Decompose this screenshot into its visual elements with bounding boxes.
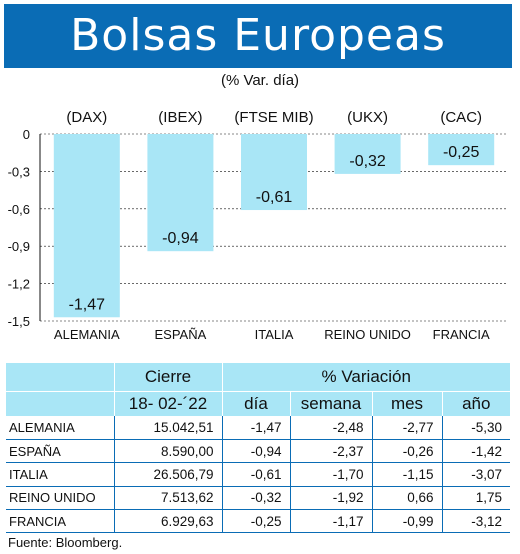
- table-row: ALEMANIA 15.042,51 -1,47 -2,48 -2,77 -5,…: [6, 416, 510, 440]
- header-ano: año: [441, 390, 510, 416]
- bar-chart: 0 -0,3 -0,6 -0,9 -1,2 -1,5 -1,47 (DAX) ALEMANIA -…: [8, 109, 508, 342]
- row-mes: -0,26: [371, 439, 442, 464]
- x-tick-label: ALEMANIA: [54, 327, 120, 342]
- header-variacion: % Variación: [221, 363, 510, 391]
- bar: [334, 134, 401, 174]
- x-tick-label: FRANCIA: [433, 327, 490, 342]
- table-row: ITALIA 26.506,79 -0,61 -1,70 -1,15 -3,07: [6, 462, 510, 487]
- row-cierre: 26.506,79: [113, 462, 222, 487]
- y-tick-label: -1,5: [8, 314, 30, 329]
- table-header-row-2: 18- 02-´22 día semana mes año: [6, 390, 510, 416]
- header-dia: día: [221, 390, 290, 416]
- row-ano: -3,12: [441, 509, 510, 534]
- y-tick-label: -0,3: [8, 164, 30, 179]
- row-dia: -0,25: [221, 509, 290, 534]
- y-tick-label: 0: [23, 127, 30, 142]
- row-ano: -5,30: [441, 416, 510, 440]
- header-mes: mes: [371, 390, 442, 416]
- index-label: (CAC): [440, 109, 482, 126]
- row-cierre: 7.513,62: [113, 486, 222, 511]
- data-label: -0,32: [349, 153, 386, 170]
- row-semana: -1,17: [289, 509, 372, 534]
- data-label: -0,25: [443, 144, 480, 161]
- bar: [428, 134, 495, 166]
- row-mes: -0,99: [371, 509, 442, 534]
- row-semana: -2,48: [289, 416, 372, 440]
- row-country: ESPAÑA: [6, 439, 114, 464]
- row-country: REINO UNIDO: [6, 486, 114, 511]
- header-date: 18- 02-´22: [113, 390, 222, 416]
- row-cierre: 8.590,00: [113, 439, 222, 464]
- row-dia: -0,94: [221, 439, 290, 464]
- data-label: -1,47: [69, 296, 106, 313]
- header-blank-2: [6, 390, 114, 416]
- page-title: Bolsas Europeas: [4, 4, 512, 68]
- bar: [53, 134, 120, 318]
- row-ano: -1,42: [441, 439, 510, 464]
- row-country: ITALIA: [6, 462, 114, 487]
- x-tick-label: REINO UNIDO: [324, 327, 411, 342]
- x-tick-label: ESPAÑA: [155, 327, 207, 342]
- header-cierre: Cierre: [113, 363, 222, 391]
- row-mes: -2,77: [371, 416, 442, 440]
- y-tick-label: -0,9: [8, 239, 30, 254]
- index-label: (IBEX): [158, 109, 202, 126]
- index-label: (FTSE MIB): [234, 109, 313, 126]
- row-cierre: 15.042,51: [113, 416, 222, 440]
- data-label: -0,94: [162, 230, 199, 247]
- index-label: (DAX): [66, 109, 107, 126]
- row-semana: -1,70: [289, 462, 372, 487]
- row-dia: -0,32: [221, 486, 290, 511]
- row-semana: -1,92: [289, 486, 372, 511]
- row-ano: 1,75: [441, 486, 510, 511]
- header-blank: [6, 363, 114, 391]
- row-semana: -2,37: [289, 439, 372, 464]
- row-cierre: 6.929,63: [113, 509, 222, 534]
- table-row: ESPAÑA 8.590,00 -0,94 -2,37 -0,26 -1,42: [6, 439, 510, 464]
- y-tick-label: -0,6: [8, 202, 30, 217]
- table-row: REINO UNIDO 7.513,62 -0,32 -1,92 0,66 1,…: [6, 486, 510, 511]
- y-tick-label: -1,2: [8, 277, 30, 292]
- row-country: ALEMANIA: [6, 416, 114, 440]
- row-ano: -3,07: [441, 462, 510, 487]
- x-tick-label: ITALIA: [255, 327, 294, 342]
- data-label: -0,61: [256, 189, 293, 206]
- source-note: Fuente: Bloomberg.: [8, 535, 123, 550]
- row-dia: -1,47: [221, 416, 290, 440]
- row-dia: -0,61: [221, 462, 290, 487]
- table-header-row-1: Cierre % Variación: [6, 363, 510, 391]
- table-row: FRANCIA 6.929,63 -0,25 -1,17 -0,99 -3,12: [6, 509, 510, 534]
- index-label: (UKX): [347, 109, 388, 126]
- row-country: FRANCIA: [6, 509, 114, 534]
- row-mes: -1,15: [371, 462, 442, 487]
- data-table: Cierre % Variación 18- 02-´22 día semana…: [6, 363, 510, 534]
- chart-subtitle: (% Var. día): [220, 72, 300, 89]
- header-semana: semana: [289, 390, 372, 416]
- bar: [241, 134, 307, 211]
- bar: [147, 134, 214, 252]
- row-mes: 0,66: [371, 486, 442, 511]
